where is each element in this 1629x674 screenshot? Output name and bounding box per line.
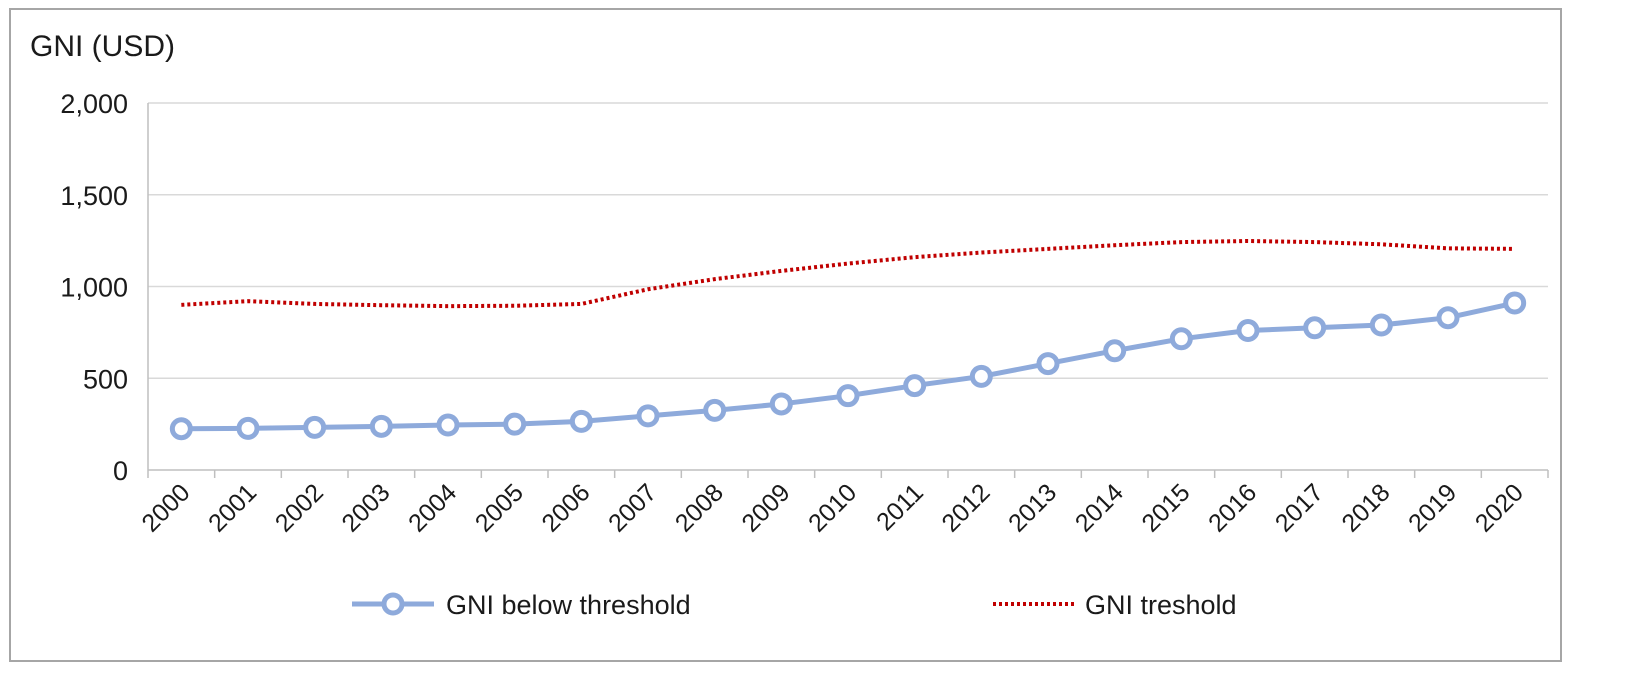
x-tick-label: 2012: [936, 478, 995, 537]
x-tick-label: 2016: [1203, 478, 1262, 537]
data-point-gni-below-threshold: [636, 404, 660, 428]
x-tick-label: 2013: [1003, 478, 1062, 537]
x-tick-label: 2005: [470, 478, 529, 537]
data-point-gni-below-threshold: [1169, 327, 1193, 351]
data-point-gni-below-threshold: [1436, 306, 1460, 330]
x-tick-label: 2008: [670, 478, 729, 537]
y-tick-label: 1,500: [60, 181, 128, 211]
x-tick-label: 2014: [1070, 478, 1129, 537]
y-tick-label: 0: [113, 456, 128, 486]
data-point-gni-below-threshold: [703, 398, 727, 422]
data-point-gni-below-threshold: [903, 374, 927, 398]
data-point-gni-below-threshold: [303, 415, 327, 439]
x-tick-label: 2019: [1403, 478, 1462, 537]
x-tick-label: 2000: [136, 478, 195, 537]
data-point-gni-below-threshold: [169, 417, 193, 441]
y-tick-label: 500: [83, 364, 128, 394]
data-point-gni-below-threshold: [1236, 319, 1260, 343]
data-point-gni-below-threshold: [1303, 316, 1327, 340]
data-point-gni-below-threshold: [769, 392, 793, 416]
y-tick-label: 2,000: [60, 89, 128, 119]
x-tick-label: 2004: [403, 478, 462, 537]
x-tick-label: 2006: [536, 478, 595, 537]
x-tick-label: 2020: [1470, 478, 1529, 537]
x-tick-label: 2010: [803, 478, 862, 537]
data-point-gni-below-threshold: [436, 413, 460, 437]
data-point-gni-below-threshold: [236, 416, 260, 440]
data-point-gni-below-threshold: [569, 409, 593, 433]
x-tick-label: 2007: [603, 478, 662, 537]
data-point-gni-below-threshold: [1503, 291, 1527, 315]
x-tick-label: 2017: [1270, 478, 1329, 537]
y-tick-label: 1,000: [60, 273, 128, 303]
legend-marker-gni-below-threshold: [381, 592, 405, 616]
legend-label-gni-below-threshold: GNI below threshold: [446, 590, 691, 620]
y-axis-label: GNI (USD): [30, 30, 175, 63]
series-line-gni-treshold: [181, 238, 1515, 309]
x-tick-label: 2003: [336, 478, 395, 537]
data-point-gni-below-threshold: [1369, 313, 1393, 337]
data-point-gni-below-threshold: [369, 414, 393, 438]
chart-frame: [9, 8, 1562, 662]
data-point-gni-below-threshold: [836, 384, 860, 408]
legend-label-gni-treshold: GNI treshold: [1085, 590, 1237, 620]
x-tick-label: 2002: [270, 478, 329, 537]
x-tick-label: 2011: [871, 478, 929, 536]
x-tick-label: 2001: [203, 478, 262, 537]
data-point-gni-below-threshold: [503, 412, 527, 436]
data-point-gni-below-threshold: [1036, 352, 1060, 376]
data-point-gni-below-threshold: [1103, 339, 1127, 363]
x-tick-label: 2009: [736, 478, 795, 537]
x-tick-label: 2015: [1136, 478, 1195, 537]
x-tick-label: 2018: [1336, 478, 1395, 537]
data-point-gni-below-threshold: [969, 364, 993, 388]
